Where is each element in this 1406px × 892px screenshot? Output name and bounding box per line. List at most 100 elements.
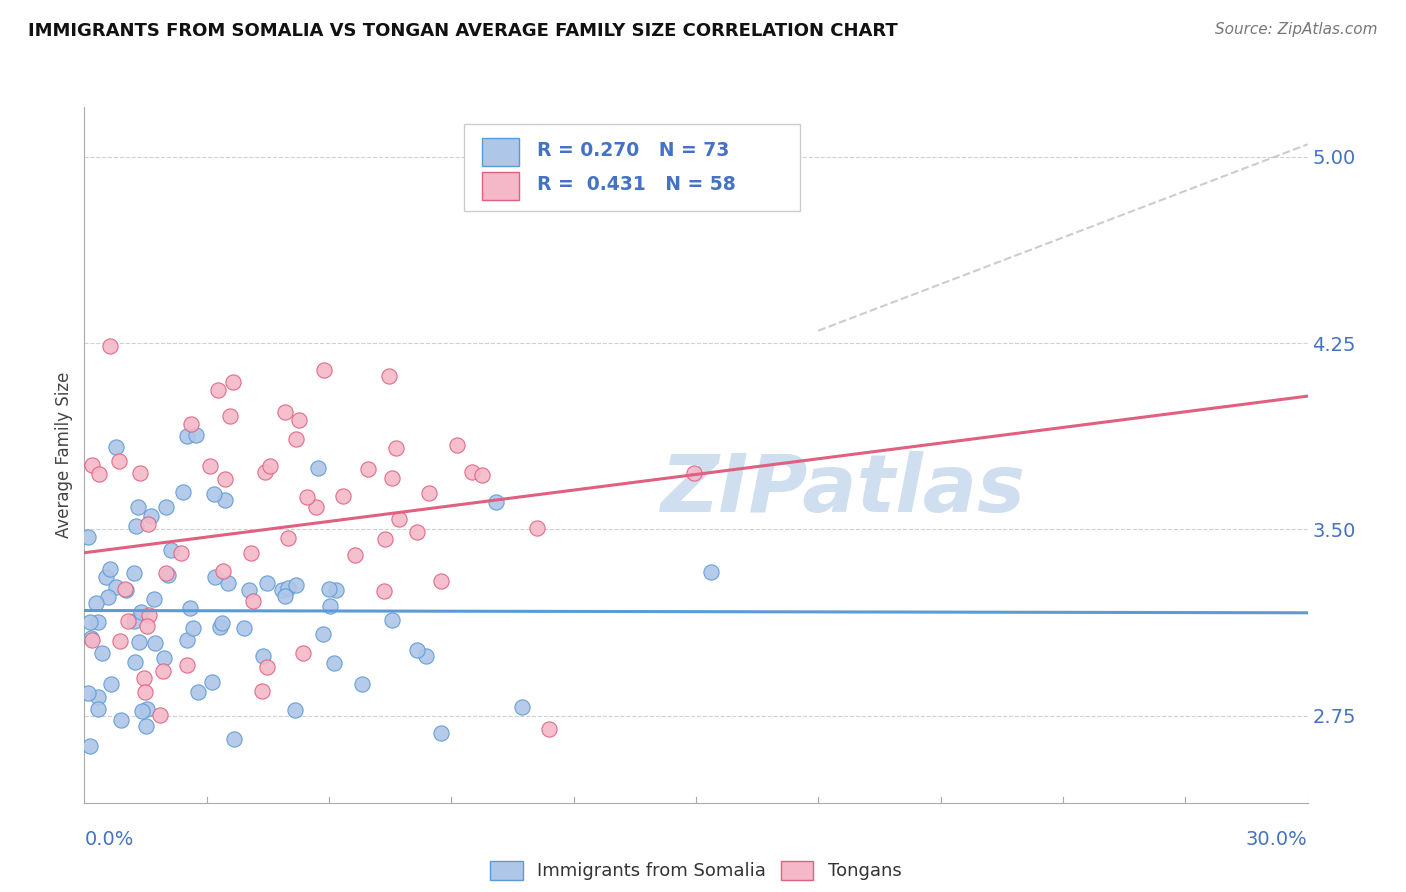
Point xyxy=(274,589,297,603)
Point xyxy=(155,500,177,514)
Point xyxy=(256,660,278,674)
Point xyxy=(128,635,150,649)
Text: Source: ZipAtlas.com: Source: ZipAtlas.com xyxy=(1215,22,1378,37)
Point xyxy=(332,489,354,503)
Point xyxy=(350,677,373,691)
Point xyxy=(149,707,172,722)
Point xyxy=(134,671,156,685)
Point xyxy=(79,615,101,629)
Point xyxy=(373,583,395,598)
Text: 0.0%: 0.0% xyxy=(84,830,134,848)
Point xyxy=(388,512,411,526)
Point xyxy=(136,702,159,716)
Point xyxy=(160,543,183,558)
Point xyxy=(79,739,101,753)
Point xyxy=(305,500,328,515)
Point xyxy=(135,619,157,633)
Point xyxy=(224,731,246,746)
Point xyxy=(208,620,231,634)
Point xyxy=(138,608,160,623)
Point xyxy=(136,516,159,531)
Point xyxy=(125,519,148,533)
Point xyxy=(87,702,110,716)
Point xyxy=(114,582,136,597)
Point xyxy=(485,495,508,509)
Point xyxy=(284,703,307,717)
Point xyxy=(142,592,165,607)
Point xyxy=(277,581,299,595)
Point xyxy=(526,521,548,535)
Point xyxy=(110,634,132,648)
Point xyxy=(105,580,128,594)
Point xyxy=(357,461,380,475)
Point xyxy=(129,467,152,481)
Point xyxy=(285,433,308,447)
Point xyxy=(96,569,118,583)
Point xyxy=(418,485,440,500)
Point xyxy=(204,570,226,584)
Text: R = 0.270   N = 73: R = 0.270 N = 73 xyxy=(537,141,730,161)
Point xyxy=(97,591,120,605)
Point xyxy=(100,677,122,691)
Point xyxy=(87,467,110,482)
Point xyxy=(259,458,281,473)
Point xyxy=(176,657,198,672)
Point xyxy=(98,562,121,576)
Point xyxy=(285,578,308,592)
Point xyxy=(214,472,236,486)
Point xyxy=(460,465,482,479)
Point xyxy=(239,545,262,559)
Point xyxy=(124,655,146,669)
Point xyxy=(415,649,437,664)
Point xyxy=(256,576,278,591)
Point xyxy=(129,606,152,620)
Point xyxy=(172,485,194,500)
Point xyxy=(87,615,110,629)
Point xyxy=(110,713,132,727)
Legend: Immigrants from Somalia, Tongans: Immigrants from Somalia, Tongans xyxy=(484,854,908,888)
FancyBboxPatch shape xyxy=(482,138,519,166)
Text: R =  0.431   N = 58: R = 0.431 N = 58 xyxy=(537,175,735,194)
Point xyxy=(233,621,256,635)
Point xyxy=(200,459,222,474)
Point xyxy=(374,532,396,546)
Point xyxy=(312,627,335,641)
Point xyxy=(104,440,127,454)
Point xyxy=(343,548,366,562)
Point xyxy=(211,564,233,578)
Point xyxy=(80,458,103,472)
Point xyxy=(381,471,404,485)
Point xyxy=(183,621,205,635)
Point xyxy=(156,567,179,582)
Point xyxy=(319,599,342,613)
Point xyxy=(131,705,153,719)
FancyBboxPatch shape xyxy=(464,124,800,211)
Point xyxy=(187,685,209,699)
Point xyxy=(84,596,107,610)
Point xyxy=(217,576,239,591)
Point xyxy=(325,582,347,597)
Point xyxy=(446,438,468,452)
Point xyxy=(277,531,299,545)
Point xyxy=(176,633,198,648)
Point xyxy=(274,405,297,419)
Point xyxy=(238,583,260,598)
Point xyxy=(135,719,157,733)
Point xyxy=(405,524,427,539)
Point xyxy=(381,613,404,627)
Point xyxy=(429,574,451,588)
Point xyxy=(385,442,408,456)
Point xyxy=(80,631,103,645)
Point xyxy=(430,726,453,740)
Point xyxy=(471,468,494,483)
Point xyxy=(318,582,340,596)
Point xyxy=(152,664,174,678)
Point xyxy=(406,643,429,657)
Point xyxy=(114,582,136,597)
Point xyxy=(179,600,201,615)
Point xyxy=(222,375,245,389)
Point xyxy=(683,466,706,480)
Point xyxy=(314,362,336,376)
Point xyxy=(170,546,193,560)
Point xyxy=(80,632,103,647)
